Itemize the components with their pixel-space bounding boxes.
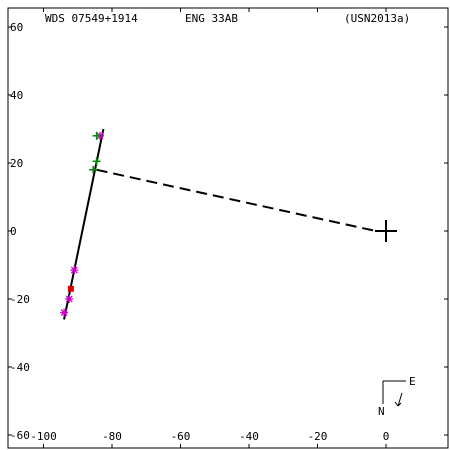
y-tick-label: 20 — [10, 157, 23, 170]
observation-plus — [93, 157, 101, 165]
discoverer-label: ENG 33AB — [185, 12, 238, 25]
axis-ticks: -100 -80 -60 -40 -20 0 -60 -40 -20 0 20 40 60 — [8, 8, 448, 448]
y-tick-label: 40 — [10, 89, 23, 102]
plot-frame — [8, 8, 448, 448]
x-tick-label: -80 — [102, 430, 122, 443]
compass-north-label: N — [378, 405, 385, 418]
observation-asterisk — [65, 295, 73, 303]
periastron-connector — [97, 170, 376, 231]
x-tick-label: -100 — [30, 430, 57, 443]
observation-square — [68, 286, 74, 292]
motion-arrow-icon — [395, 393, 402, 406]
x-tick-label: -40 — [239, 430, 259, 443]
orbit-ref-label: (USN2013a) — [344, 12, 410, 25]
x-tick-label: -20 — [308, 430, 328, 443]
y-tick-label: -60 — [10, 429, 30, 442]
orbit-lines — [64, 129, 397, 319]
wds-id-label: WDS 07549+1914 — [45, 12, 138, 25]
y-tick-label: -20 — [10, 293, 30, 306]
observation-asterisk — [70, 266, 78, 274]
observation-asterisk — [60, 309, 68, 317]
compass-icon: E N — [378, 375, 416, 418]
x-tick-label: 0 — [383, 430, 390, 443]
y-tick-label: -40 — [10, 361, 30, 374]
x-tick-label: -60 — [171, 430, 191, 443]
y-tick-label: 60 — [10, 21, 23, 34]
compass-east-label: E — [409, 375, 416, 388]
y-tick-label: 0 — [10, 225, 17, 238]
